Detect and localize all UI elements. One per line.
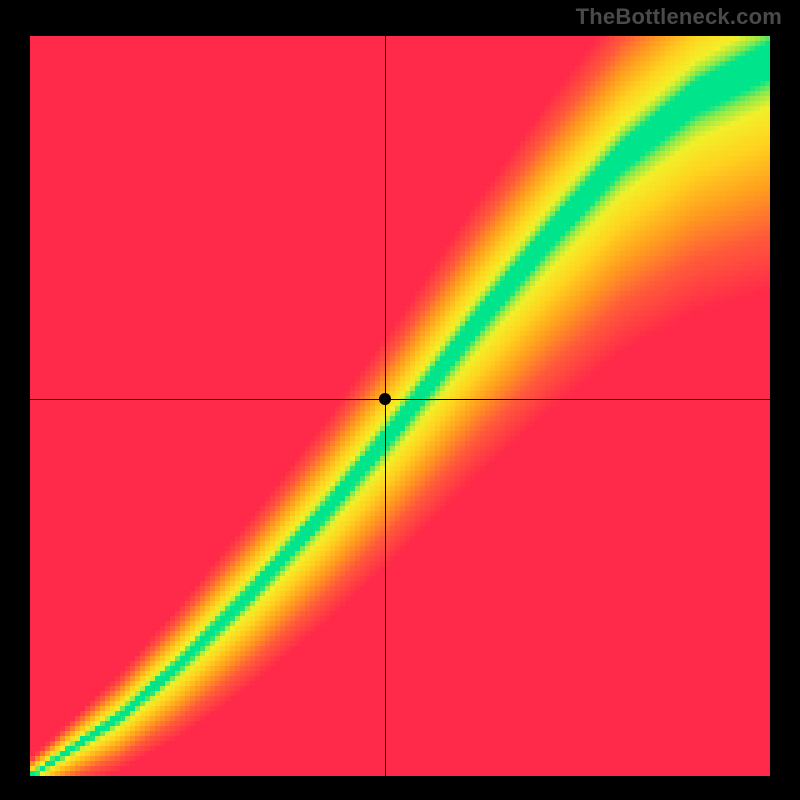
heatmap-canvas <box>30 36 770 776</box>
crosshair-horizontal-line <box>30 399 770 400</box>
crosshair-vertical-line <box>385 36 386 776</box>
crosshair-dot <box>379 393 391 405</box>
plot-area <box>30 36 770 776</box>
watermark-text: TheBottleneck.com <box>576 4 782 30</box>
chart-root: TheBottleneck.com <box>0 0 800 800</box>
